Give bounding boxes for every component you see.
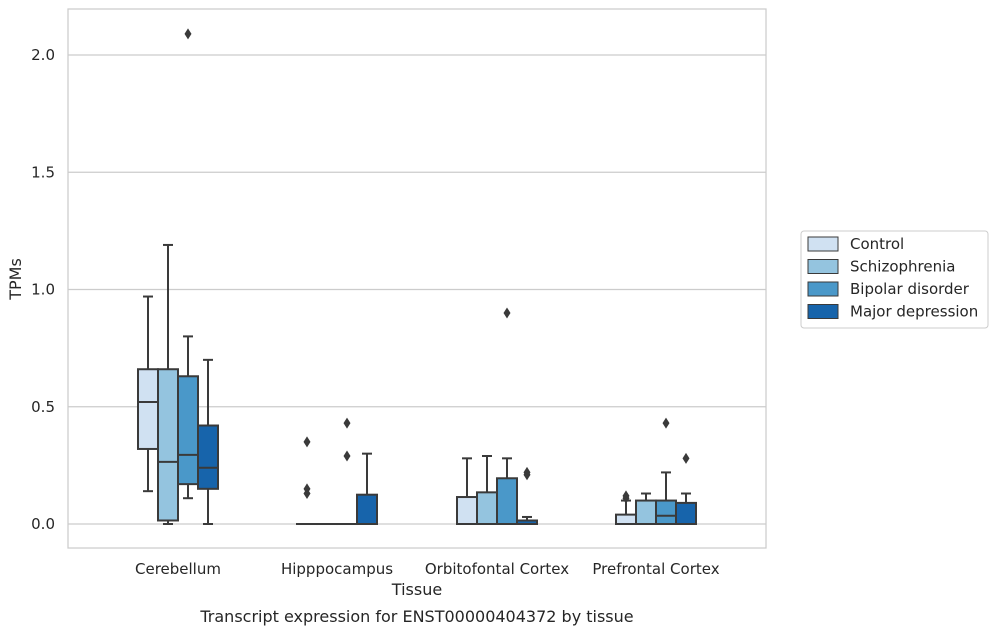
y-tick-label: 1.5 (31, 163, 55, 181)
x-tick-labels: Cerebellum Hipppocampus Orbitofontal Corte… (135, 560, 720, 578)
box-bipolar-disorder (496, 307, 518, 525)
box-iqr (456, 496, 478, 526)
box-iqr (496, 477, 518, 525)
y-tick-label: 2.0 (31, 46, 55, 64)
legend-label: Major depression (850, 303, 978, 321)
box-iqr (197, 424, 219, 490)
box-iqr (476, 491, 498, 525)
box-control (137, 295, 159, 493)
box-iqr (157, 368, 179, 522)
y-tick-labels: 0.0 0.5 1.0 1.5 2.0 (31, 46, 55, 533)
legend-label: Bipolar disorder (850, 280, 970, 298)
box-bipolar-disorder (336, 417, 358, 526)
y-tick-label: 1.0 (31, 281, 55, 299)
chart-caption: Transcript expression for ENST0000040437… (199, 607, 633, 626)
outlier-marker (303, 436, 311, 448)
box-schizophrenia (635, 492, 657, 525)
legend-swatch (807, 304, 839, 319)
box-major-depression (356, 452, 378, 525)
x-tick-label: Hipppocampus (281, 560, 393, 578)
box-iqr (177, 375, 199, 486)
box-iqr (615, 513, 637, 525)
legend-swatch (807, 259, 839, 274)
legend-swatch (807, 281, 839, 297)
x-tick-label: Cerebellum (135, 560, 221, 578)
legend-swatch (807, 236, 839, 252)
box-control (296, 436, 318, 526)
x-axis-label: Tissue (391, 580, 442, 599)
box-major-depression (197, 358, 219, 525)
y-tick-label: 0.5 (31, 398, 55, 416)
plot-area-frame (67, 8, 767, 549)
outlier-marker (303, 483, 311, 495)
box-bipolar-disorder (655, 417, 677, 525)
legend: Control Schizophrenia Bipolar disorder Majo… (800, 230, 989, 329)
box-schizophrenia (157, 243, 179, 525)
outlier-marker (682, 452, 690, 464)
outlier-marker (503, 307, 511, 319)
outlier-marker (343, 450, 351, 462)
legend-label: Schizophrenia (850, 258, 955, 276)
legend-label: Control (850, 235, 904, 253)
y-tick-label: 0.0 (31, 515, 55, 533)
boxes (137, 28, 697, 526)
box-schizophrenia (476, 454, 498, 525)
y-axis-label: TPMs (6, 258, 25, 301)
legend-frame (800, 230, 989, 329)
box-control (456, 457, 478, 526)
x-tick-label: Prefrontal Cortex (592, 560, 719, 578)
box-iqr (356, 493, 378, 525)
box-iqr (137, 368, 159, 450)
outlier-marker (662, 417, 670, 429)
outlier-marker (523, 466, 531, 478)
outlier-marker (184, 28, 192, 40)
box-major-depression (675, 452, 697, 525)
outlier-marker (343, 417, 351, 429)
outlier-marker (622, 490, 630, 502)
x-tick-label: Orbitofontal Cortex (425, 560, 569, 578)
box-iqr (635, 499, 657, 525)
box-major-depression (516, 466, 538, 525)
box-iqr (655, 499, 677, 525)
box-iqr (675, 501, 697, 525)
box-control (615, 490, 637, 525)
box-bipolar-disorder (177, 28, 199, 500)
